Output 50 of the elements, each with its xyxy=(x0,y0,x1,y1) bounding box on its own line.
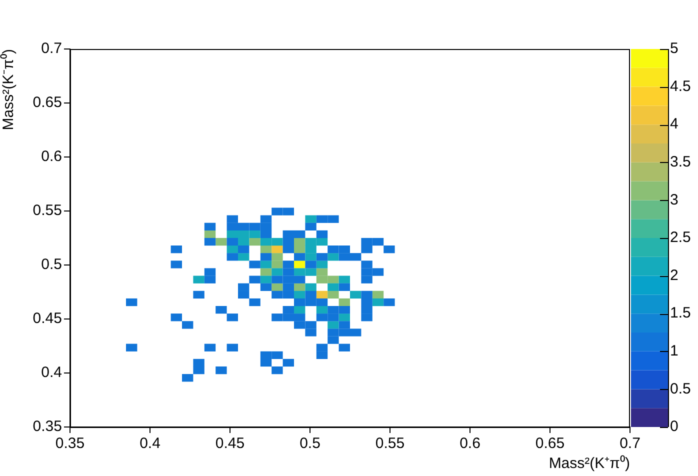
point xyxy=(249,230,260,238)
point xyxy=(328,290,339,299)
x-tick-label: 0.5 xyxy=(300,435,320,452)
point xyxy=(372,290,384,299)
y-tick-label: 0.7 xyxy=(41,40,62,58)
point xyxy=(316,290,328,299)
y-tick-label: 0.65 xyxy=(32,94,62,112)
point xyxy=(226,230,238,238)
point xyxy=(249,238,260,246)
color-bar-label: 4 xyxy=(670,116,678,133)
color-bar-label: 2.5 xyxy=(670,229,691,246)
y-tick-label: 0.55 xyxy=(32,202,62,220)
point xyxy=(294,306,306,314)
point xyxy=(238,238,250,246)
point xyxy=(204,230,216,238)
x-tick-label: 0.55 xyxy=(375,435,405,452)
color-bar-label: 3 xyxy=(670,191,678,208)
y-tick-label: 0.45 xyxy=(32,310,62,328)
color-bar-label: 1 xyxy=(670,342,678,360)
y-tick-label: 0.5 xyxy=(41,256,62,274)
color-bar-label: 0 xyxy=(670,418,678,436)
x-tick-label: 0.7 xyxy=(620,435,640,452)
x-tick-label: 0.45 xyxy=(215,435,245,452)
y-tick-label: 0.4 xyxy=(41,364,62,382)
point xyxy=(316,306,328,314)
point xyxy=(316,238,328,246)
point xyxy=(294,290,306,299)
point xyxy=(260,238,272,246)
color-bar-label: 0.5 xyxy=(670,380,691,398)
point xyxy=(272,238,283,246)
x-tick-label: 0.35 xyxy=(55,435,85,452)
point xyxy=(294,238,306,246)
color-bar-label: 5 xyxy=(670,40,678,58)
color-bar-label: 2 xyxy=(670,266,678,284)
y-axis-title: Mass²(K⁻π⁰) xyxy=(0,49,18,130)
point xyxy=(238,230,250,238)
y-tick-label: 0.35 xyxy=(32,418,62,436)
point xyxy=(305,238,316,246)
color-bar-label: 1.5 xyxy=(670,304,691,322)
x-tick-label: 0.6 xyxy=(460,435,480,452)
point xyxy=(216,238,227,246)
x-tick-label: 0.4 xyxy=(140,435,160,452)
color-bar-label: 3.5 xyxy=(670,154,691,171)
point xyxy=(338,298,350,306)
point xyxy=(372,298,384,306)
y-tick-label: 0.6 xyxy=(41,148,62,166)
x-axis-title: Mass²(K⁺π⁰) xyxy=(548,455,630,472)
point xyxy=(350,290,362,299)
x-tick-label: 0.65 xyxy=(535,435,565,452)
color-bar-label: 4.5 xyxy=(670,78,691,95)
